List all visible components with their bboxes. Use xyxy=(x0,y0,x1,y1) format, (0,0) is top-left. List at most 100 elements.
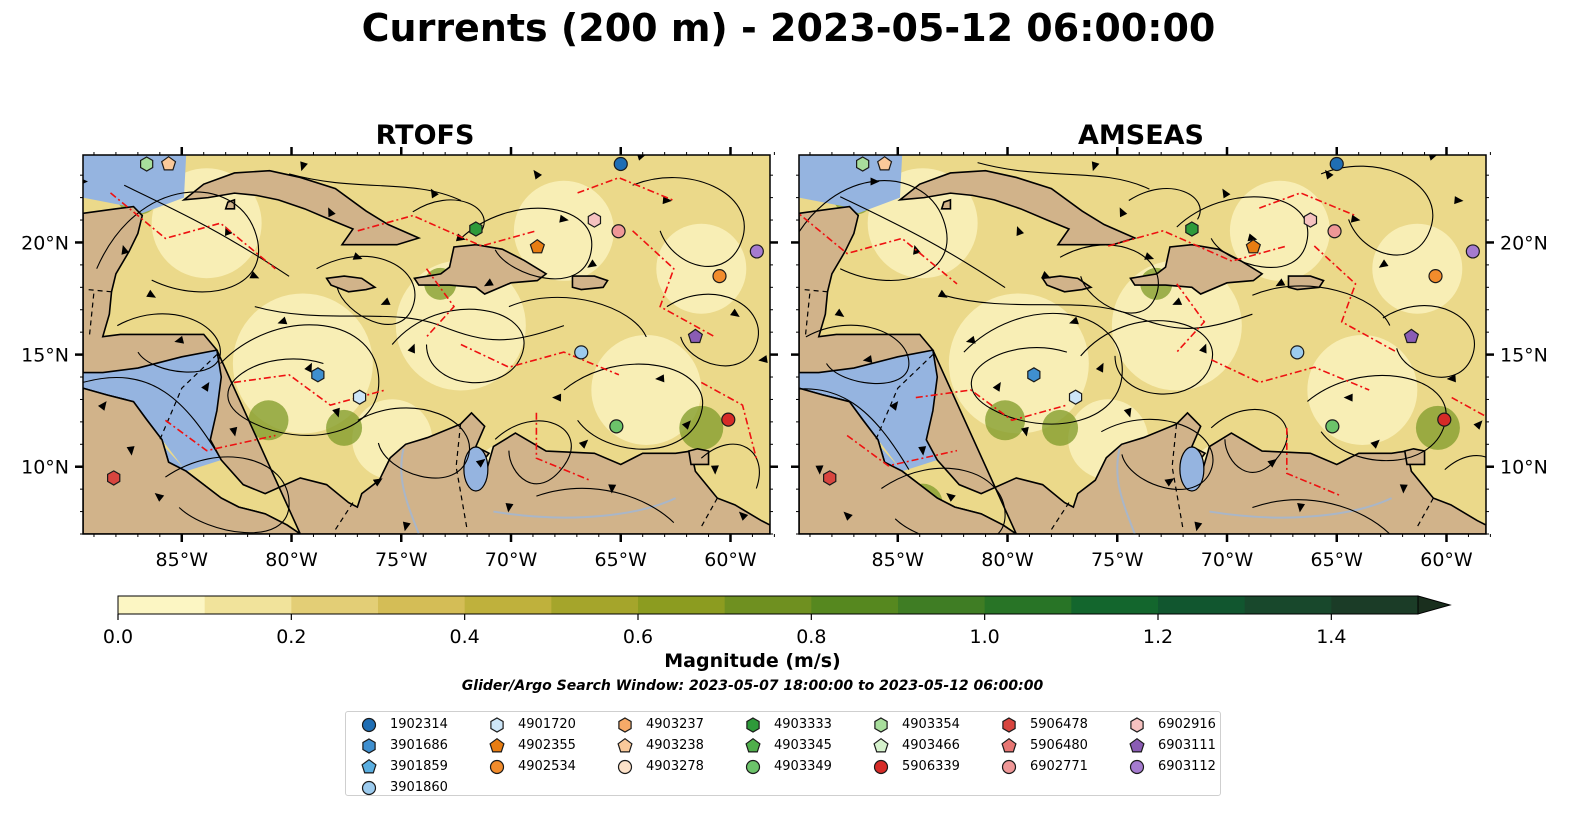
legend-label: 4901720 xyxy=(518,717,576,732)
legend-marker-6903111 xyxy=(1129,737,1145,752)
colorbar-segment xyxy=(898,596,986,614)
float-marker-6902916 xyxy=(587,212,602,228)
land-mass xyxy=(83,349,770,534)
streamline-arrow xyxy=(328,207,336,218)
land-mass xyxy=(940,198,952,210)
colorbar-extend-arrow xyxy=(1417,595,1452,615)
latitude-tick-label: 20°N xyxy=(1500,232,1548,254)
country-border xyxy=(455,424,468,530)
streamline-arrow xyxy=(1041,270,1051,279)
float-marker-4903354 xyxy=(140,156,154,172)
river xyxy=(1209,497,1393,519)
colorbar-tick-label: 0.8 xyxy=(796,626,826,648)
streamline-arrow xyxy=(662,196,672,205)
map-panel-amseas: 85°W 80°W 75°W 70°W 65°W 60°W 20°N 15°N 10°N xyxy=(791,147,1548,571)
legend-marker-4903333 xyxy=(746,716,760,733)
legend-marker-4901720 xyxy=(490,716,504,733)
legend-label: 4902534 xyxy=(518,759,576,774)
ocean-outside-domain xyxy=(83,155,187,214)
streamline-arrow xyxy=(1123,407,1132,418)
eddy-boundary xyxy=(460,343,620,376)
eddy-boundary xyxy=(1313,245,1398,353)
legend-label: 3901859 xyxy=(390,759,448,774)
longitude-tick-label: 60°W xyxy=(704,549,757,571)
river xyxy=(400,448,420,534)
streamline-arrow xyxy=(965,335,976,344)
streamline-arrow xyxy=(1297,502,1306,513)
streamline-arrow xyxy=(843,511,853,521)
low-speed-area xyxy=(513,180,614,281)
circle-marker-icon xyxy=(361,780,377,795)
streamline xyxy=(799,180,948,282)
legend-marker-4903466 xyxy=(873,737,889,752)
legend-marker-5906478 xyxy=(1002,716,1016,733)
legend-label: 5906339 xyxy=(902,759,960,774)
streamline-arrow xyxy=(407,343,415,354)
streamline-arrow xyxy=(1247,233,1258,242)
streamline xyxy=(1080,320,1214,395)
circle-marker-icon xyxy=(1001,759,1017,774)
legend-item-4903238: 4903238 xyxy=(616,735,704,756)
hexagon-marker-icon xyxy=(490,716,504,733)
legend-label: 4903354 xyxy=(902,717,960,732)
streamline-arrow xyxy=(380,297,391,305)
hexagon-marker-icon xyxy=(746,716,760,733)
float-marker-6902771 xyxy=(611,224,626,239)
hexagon-marker-icon xyxy=(1130,716,1144,733)
streamline xyxy=(1059,244,1159,314)
float-marker-4903238 xyxy=(876,155,893,171)
legend-marker-4903278 xyxy=(617,759,633,774)
eddy-boundary xyxy=(1176,283,1206,353)
streamline-arrow xyxy=(992,381,1001,392)
streamline-arrow xyxy=(174,335,185,344)
streamline-arrow xyxy=(98,401,107,411)
legend-label: 4903237 xyxy=(646,717,704,732)
colorbar-tick-label: 0.4 xyxy=(450,626,480,648)
legend-label: 6903112 xyxy=(1158,759,1216,774)
circle-marker-icon xyxy=(873,759,889,774)
streamline-arrow xyxy=(1091,161,1100,172)
streamline-arrow xyxy=(1427,155,1437,161)
eddy-boundary xyxy=(799,212,958,285)
map-frame xyxy=(82,154,771,535)
streamline-arrow xyxy=(533,169,543,180)
streamline xyxy=(1320,165,1434,256)
streamline-arrow xyxy=(946,492,956,502)
float-marker-4903333 xyxy=(469,221,483,237)
float-marker-1902314 xyxy=(613,156,628,172)
circle-marker-icon xyxy=(361,717,377,732)
pentagon-marker-icon xyxy=(617,737,633,752)
float-marker-3901686 xyxy=(1027,367,1041,383)
longitude-tick-label: 80°W xyxy=(981,549,1034,571)
pentagon-marker-icon xyxy=(489,737,505,752)
legend-marker-3901859 xyxy=(361,758,377,773)
streamline xyxy=(508,296,647,338)
legend-item-4901720: 4901720 xyxy=(488,714,576,735)
legend-marker-3901686 xyxy=(362,737,376,754)
streamline xyxy=(700,443,760,489)
legend-label: 4903349 xyxy=(774,759,832,774)
streamline xyxy=(1444,455,1486,471)
float-marker-5906339 xyxy=(1437,412,1452,427)
streamline xyxy=(563,363,704,450)
streamline xyxy=(805,324,910,384)
streamline-arrow xyxy=(1399,484,1408,494)
float-marker-4903349 xyxy=(1325,419,1340,434)
float-marker-4903238 xyxy=(160,155,177,171)
colorbar-segment xyxy=(1071,596,1159,614)
streamline-arrow xyxy=(681,420,691,430)
colorbar-segment xyxy=(291,596,379,614)
legend-label: 5906480 xyxy=(1030,738,1088,753)
float-marker-4903333 xyxy=(1185,221,1199,237)
streamline xyxy=(117,313,221,373)
streamline-arrow xyxy=(332,407,340,418)
eddy-boundary xyxy=(632,230,716,338)
streamline-arrow xyxy=(83,179,88,184)
map-panel-rtofs: 85°W 80°W 75°W 70°W 65°W 60°W 20°N 15°N 10°N xyxy=(21,147,778,571)
country-border xyxy=(159,354,218,441)
streamline xyxy=(1382,305,1475,378)
pentagon-marker-icon xyxy=(1129,737,1145,752)
streamline-arrow xyxy=(201,381,210,392)
eddy-boundary xyxy=(425,268,456,338)
